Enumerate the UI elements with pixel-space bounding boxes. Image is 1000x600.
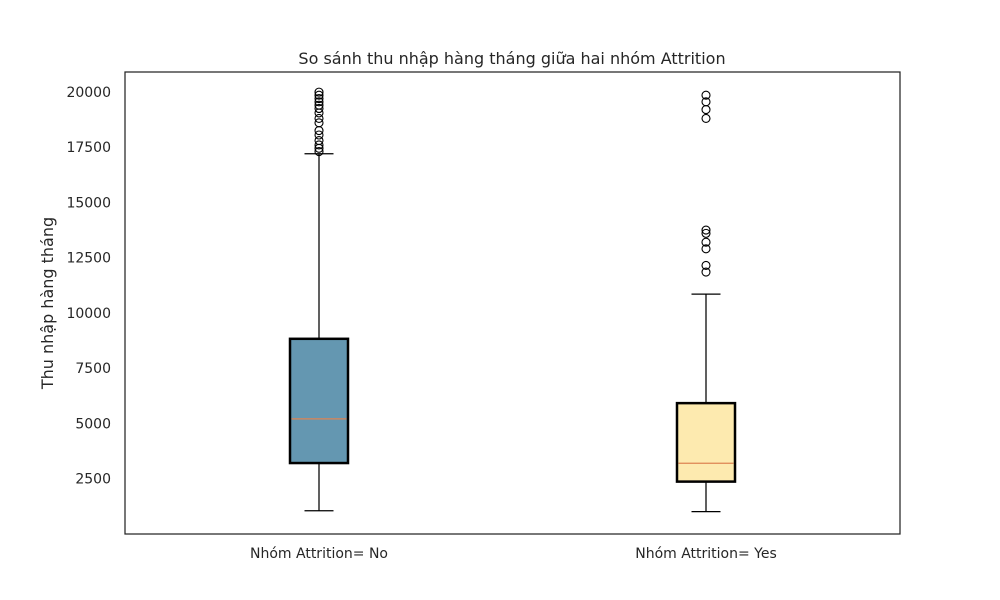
outlier-point (701, 237, 711, 247)
outlier-point (701, 105, 711, 115)
outlier-point (701, 228, 711, 238)
outlier-point (701, 260, 711, 270)
y-tick-label: 10000 (66, 306, 111, 322)
outlier-point (314, 90, 324, 100)
outlier-point (314, 100, 324, 110)
outlier-point (701, 244, 711, 254)
y-axis-label: Thu nhập hàng tháng (38, 217, 57, 390)
outlier-point (314, 97, 324, 107)
outlier-point (314, 87, 324, 97)
plot-frame (124, 71, 901, 535)
outlier-point (314, 113, 324, 123)
outlier-point (314, 135, 324, 146)
outlier-point (314, 130, 324, 140)
plot-area: 2500 5000 7500 10000 12500 15000 17500 20000 Nhó… (66, 85, 776, 562)
y-tick-label: 20000 (66, 85, 111, 101)
outlier-point (314, 93, 324, 104)
y-tick-label: 7500 (75, 361, 111, 377)
outlier-point (314, 103, 324, 114)
outlier-point (701, 267, 711, 277)
iqr-box (675, 401, 737, 483)
y-tick-label: 12500 (66, 251, 111, 267)
y-tick-label: 15000 (66, 195, 111, 211)
outlier-point (701, 97, 711, 107)
outlier-point (701, 225, 711, 235)
outlier-point (701, 90, 711, 100)
outlier-point (314, 147, 324, 157)
iqr-box (288, 337, 350, 465)
y-tick-label: 17500 (66, 140, 111, 156)
y-tick-label: 5000 (75, 416, 111, 432)
outlier-point (701, 113, 711, 123)
outlier-point (314, 140, 324, 150)
x-tick-label: Nhóm Attrition= No (250, 546, 388, 562)
chart-title: So sánh thu nhập hàng tháng giữa hai nhó… (298, 49, 725, 68)
x-tick-label: Nhóm Attrition= Yes (635, 546, 777, 562)
outlier-point (314, 118, 324, 128)
y-tick-label: 2500 (75, 472, 111, 488)
